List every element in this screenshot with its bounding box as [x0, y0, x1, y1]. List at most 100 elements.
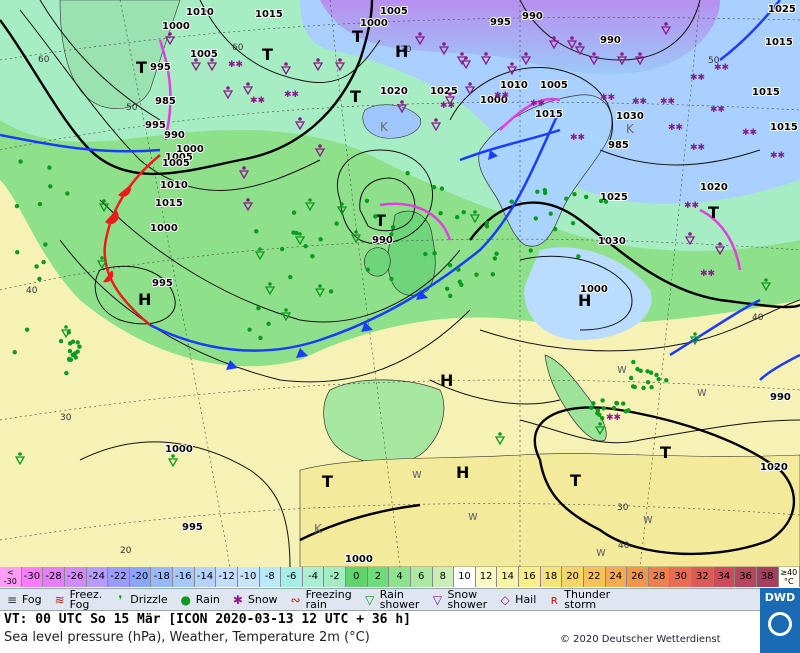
scale-cell: 6	[410, 567, 433, 587]
rain-icon	[623, 409, 628, 414]
scale-cell: 24	[605, 567, 628, 587]
snow-shower-icon	[434, 118, 438, 122]
snow-shower-icon	[588, 56, 600, 66]
rain-icon	[490, 272, 496, 277]
isobar-label: 1010	[186, 7, 214, 18]
weather-legend: ≡ Fog ≋ Freez. Fog ❜ Drizzle ● Rain ✱ Snow ∾ Freezin…	[0, 588, 760, 611]
rain-shower-icon	[298, 232, 302, 236]
scale-cell: -12	[216, 567, 238, 587]
scale-cell: ≥40 °C	[778, 567, 800, 587]
rain-icon	[447, 293, 453, 299]
isobar-label: 990	[522, 11, 543, 22]
latitude-label: 20	[120, 546, 132, 556]
snow-shower-icon	[194, 58, 198, 62]
rain-icon	[548, 211, 553, 216]
snow-shower-icon	[506, 66, 518, 76]
rain-icon	[280, 246, 285, 252]
snow-icon: ✱✱	[632, 97, 647, 107]
rain-icon	[64, 370, 69, 376]
snow-shower-icon	[164, 36, 176, 46]
scale-cell: 34	[713, 567, 736, 587]
rain-shower-icon	[171, 454, 175, 458]
snow-shower-icon	[206, 62, 218, 72]
latitude-label: 50	[126, 103, 138, 113]
warm-front	[103, 154, 161, 326]
scale-cell: 10	[454, 567, 476, 587]
high-center: H	[456, 463, 469, 482]
rain-icon	[14, 203, 20, 209]
snow-shower-icon	[280, 66, 292, 76]
snow-shower-icon	[664, 22, 668, 26]
snow-shower-icon	[578, 42, 582, 46]
freezing-fog-icon: ≋	[54, 592, 65, 607]
low-center: T	[136, 58, 147, 77]
rain-icon	[528, 248, 533, 253]
isobar-label: 1015	[770, 122, 798, 133]
rain-icon	[65, 191, 70, 196]
rain-icon	[67, 357, 72, 362]
isobars-bold	[0, 0, 800, 556]
snow-shower-icon	[316, 58, 320, 62]
rain-icon	[570, 220, 576, 226]
legend-item: ▽ Snow shower	[429, 589, 487, 610]
snow-shower-icon	[210, 58, 214, 62]
rain-icon	[303, 244, 308, 249]
snow-icon: ✱✱	[600, 93, 615, 103]
snow-icon: ✱✱	[570, 133, 585, 143]
rain-icon	[455, 215, 460, 220]
rain-icon	[509, 199, 514, 204]
temperature-color-scale: < -30 -30 -28 -26 -24 -22 -20 -18 -16 -14 -12 -10 -8-…	[0, 567, 800, 587]
rain-shower-icon	[498, 432, 502, 436]
valid-time-label: VT: 00 UTC So 15 Mär [ICON 2020-03-13 12…	[4, 612, 411, 627]
snow-shower-icon	[238, 170, 250, 180]
snow-icon: ✱✱	[690, 143, 705, 153]
rain-icon	[405, 170, 410, 176]
cold-marker: K	[314, 522, 323, 536]
rain-icon	[364, 198, 370, 203]
isobar-label: 1025	[768, 4, 796, 15]
snow-shower-icon	[414, 36, 426, 46]
snow-shower-icon	[524, 52, 528, 56]
isobar-label: 1015	[535, 109, 563, 120]
rain-icon	[628, 375, 634, 381]
snow-shower-icon	[484, 52, 488, 56]
rain-shower-icon	[167, 458, 179, 468]
rain-icon	[67, 348, 73, 354]
snow-shower-icon	[294, 121, 306, 131]
dwd-swirl-icon	[768, 612, 792, 636]
latitude-label: 60	[232, 43, 244, 53]
scale-cell: -10	[237, 567, 260, 587]
rain-icon	[389, 232, 394, 237]
rain-icon	[288, 274, 293, 280]
isobar-label: 1015	[765, 37, 793, 48]
snow-shower-icon	[438, 46, 450, 56]
rain-shower-icon	[340, 202, 344, 206]
snow-icon: ✱✱	[710, 105, 725, 115]
snow-icon: ✱✱	[700, 269, 715, 279]
rain-icon	[256, 305, 261, 311]
low-center: T	[660, 443, 671, 462]
rain-shower-icon	[268, 282, 272, 286]
snow-icon: ✱✱	[660, 97, 675, 107]
rain-icon	[461, 210, 466, 215]
rain-icon	[631, 359, 636, 365]
snow-icon: ✱✱	[606, 413, 621, 423]
temperature-labels: 60 50 40 30 20 40 50 60 40 30 20	[26, 43, 764, 556]
snow-shower-icon	[338, 58, 342, 62]
rain-icon	[447, 262, 453, 268]
cold-marker: K	[380, 120, 389, 134]
rain-shower-icon	[693, 332, 697, 336]
rain-icon	[67, 341, 73, 346]
latitude-label: 20	[400, 45, 412, 55]
snow-shower-icon	[314, 148, 326, 158]
snow-shower-icon	[400, 100, 404, 104]
rain-shower-icon	[350, 234, 362, 244]
legend-label: Thunder storm	[564, 587, 611, 611]
isobar-label: 990	[770, 392, 791, 403]
legend-item: ≋ Freez. Fog	[52, 589, 103, 610]
scale-cell: 14	[497, 567, 519, 587]
snow-icon: ✱✱	[770, 151, 785, 161]
isobar-label: 1000	[580, 284, 608, 295]
high-center: H	[138, 290, 151, 309]
legend-item: ∾ Freezing rain	[288, 589, 352, 610]
